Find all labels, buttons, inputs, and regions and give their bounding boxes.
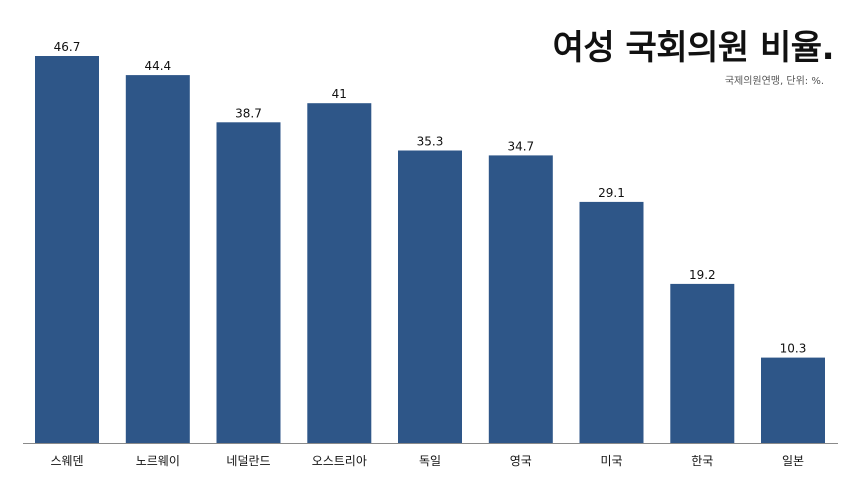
x-tick-label: 노르웨이: [136, 454, 180, 468]
bar: [488, 155, 553, 443]
bar: [216, 122, 281, 444]
bar-value-label: 29.1: [598, 186, 625, 200]
bar: [670, 283, 735, 443]
x-tick-label: 미국: [600, 454, 622, 468]
bar-value-label: 10.3: [780, 342, 807, 356]
x-tick-label: 영국: [510, 454, 532, 468]
chart-title: 여성 국회의원 비율.: [552, 28, 835, 68]
chart-subtitle: 국제의원연맹, 단위: %.: [724, 76, 824, 87]
bar-value-label: 38.7: [235, 106, 262, 120]
x-tick-label: 스웨덴: [50, 454, 83, 468]
bar: [35, 56, 99, 443]
x-tick-label: 오스트리아: [312, 454, 367, 468]
bar: [125, 75, 190, 443]
bar-value-label: 35.3: [417, 135, 444, 149]
bar-value-label: 46.7: [54, 40, 81, 54]
bar: [307, 103, 372, 443]
bar: [579, 201, 644, 443]
bar-value-label: 19.2: [689, 268, 716, 282]
bar-value-label: 34.7: [507, 139, 534, 153]
x-tick-label: 독일: [419, 454, 441, 468]
bar: [761, 357, 825, 443]
x-tick-label: 네덜란드: [226, 454, 270, 468]
bar-value-label: 44.4: [144, 59, 171, 73]
bar: [398, 150, 462, 443]
bar-value-label: 41: [332, 87, 347, 101]
x-tick-label: 일본: [782, 454, 804, 468]
x-tick-label: 한국: [691, 454, 713, 468]
